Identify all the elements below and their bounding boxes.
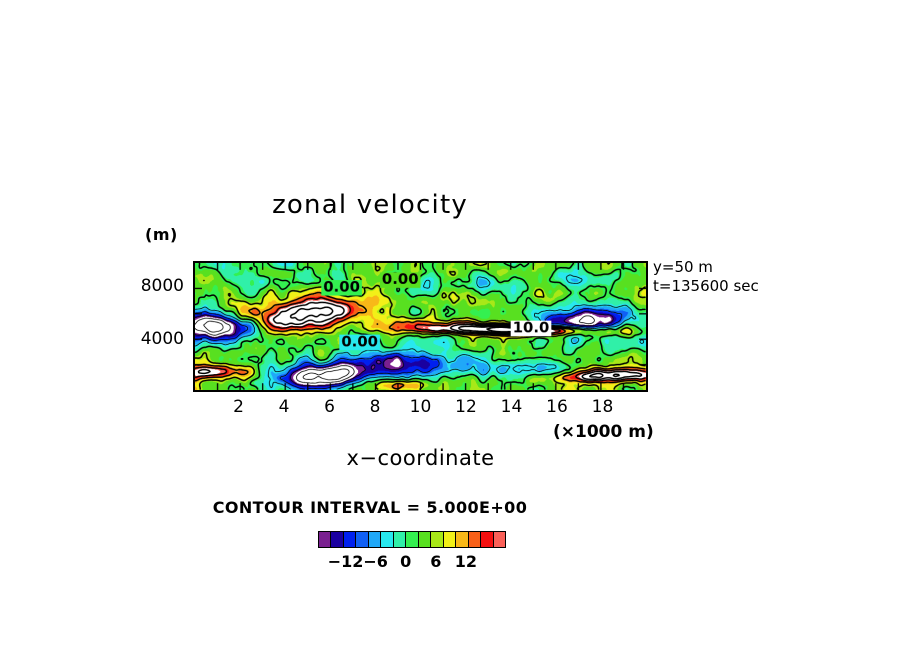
colorbar-swatch [368, 532, 382, 547]
colorbar-swatch [418, 532, 432, 547]
x-tick-label: 14 [500, 397, 523, 417]
x-tick-label: 2 [233, 397, 244, 417]
x-tick-label: 8 [369, 397, 381, 417]
colorbar-swatch [393, 532, 407, 547]
y-tick-label: 4000 [140, 328, 184, 349]
colorbar-swatch [481, 532, 494, 547]
page-title: zonal velocity [0, 190, 904, 220]
x-tick-label: 10 [409, 397, 432, 417]
contour-field [195, 263, 646, 390]
colorbar-tick-label: −6 [363, 552, 388, 571]
x-axis-unit-label: (×1000 m) [553, 422, 654, 442]
side-annotations: y=50 m t=135600 sec [653, 258, 759, 296]
colorbar-swatch [406, 532, 419, 547]
colorbar-swatch [468, 532, 482, 547]
x-tick-label: 4 [278, 397, 290, 417]
colorbar-swatch [381, 532, 394, 547]
colorbar-swatch [443, 532, 457, 547]
x-tick-label: 18 [591, 397, 614, 417]
colorbar-tick-label: 12 [454, 552, 478, 571]
annotation-line: t=135600 sec [653, 277, 759, 295]
colorbar-tick-labels: −12 −6 0 6 12 [318, 552, 506, 574]
x-axis-tick-labels: 2 4 6 8 10 12 14 16 18 [193, 397, 648, 421]
colorbar-tick-label: −12 [327, 552, 364, 571]
x-axis-title: x−coordinate [346, 446, 495, 470]
y-axis-unit-label: (m) [145, 225, 178, 244]
colorbar-swatch [356, 532, 369, 547]
colorbar-swatch [331, 532, 344, 547]
colorbar [318, 531, 506, 548]
colorbar-swatch [456, 532, 469, 547]
y-tick-label: 8000 [140, 276, 184, 297]
colorbar-tick-label: 0 [400, 552, 412, 571]
contour-interval-text: CONTOUR INTERVAL = 5.000E+00 [212, 498, 528, 517]
contour-plot-area [193, 261, 648, 392]
plot-title-text: zonal velocity [272, 190, 468, 220]
colorbar-swatch [343, 532, 357, 547]
annotation-line: y=50 m [653, 258, 713, 276]
x-tick-label: 16 [546, 397, 568, 417]
y-axis-tick-labels: 4000 8000 [120, 261, 184, 392]
colorbar-swatch [431, 532, 444, 547]
colorbar-swatch [319, 532, 332, 547]
contour-interval-caption: CONTOUR INTERVAL = 5.000E+00 [0, 498, 904, 517]
colorbar-swatch [493, 532, 506, 547]
x-tick-label: 12 [455, 397, 477, 417]
colorbar-tick-label: 6 [430, 552, 442, 571]
x-tick-label: 6 [324, 397, 335, 417]
